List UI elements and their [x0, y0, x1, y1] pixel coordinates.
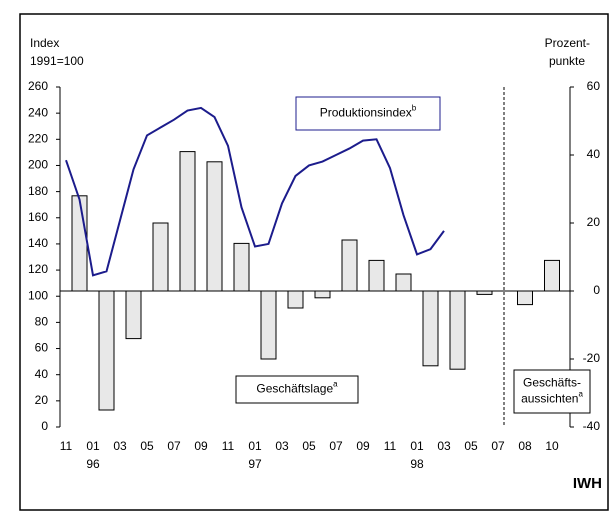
bar — [341, 239, 358, 292]
bar — [517, 290, 533, 306]
legend-footnote: a — [333, 380, 338, 389]
legend-label: Geschäftslagea — [256, 380, 338, 396]
y-title: 1991=100 — [30, 54, 84, 68]
source: IWH — [573, 475, 602, 492]
bar — [233, 242, 250, 292]
x-tick-label: 01 — [410, 439, 424, 453]
y-tick-label: 120 — [28, 262, 48, 276]
legend-box — [235, 375, 359, 404]
legend-footnote: b — [412, 104, 417, 113]
y2-tick-label: 40 — [587, 147, 601, 161]
y2-tick-label: 0 — [593, 283, 600, 297]
x-year-label: 97 — [248, 457, 262, 471]
legend-footnote: a — [578, 390, 583, 399]
y2-tick-label: 20 — [587, 215, 601, 229]
y-tick-label: 200 — [28, 158, 48, 172]
frame — [19, 13, 609, 511]
bar — [395, 273, 412, 292]
x-tick-label: 10 — [545, 439, 559, 453]
y-tick-label: 100 — [28, 288, 48, 302]
bar — [179, 151, 196, 292]
x-tick-label: 11 — [384, 439, 397, 453]
x-tick-label: 03 — [437, 439, 451, 453]
legend-text: Geschäftslage — [256, 382, 333, 396]
y2-tick-label: -40 — [583, 419, 601, 433]
y-title: Index — [30, 36, 59, 50]
legend-text: Produktionsindex — [320, 106, 412, 120]
bar — [544, 259, 560, 292]
y-tick-label: 160 — [28, 210, 48, 224]
line — [65, 106, 445, 277]
legend-box — [295, 96, 441, 131]
y2-title: Prozent- — [545, 36, 590, 50]
x-tick-label: 05 — [464, 439, 478, 453]
bar — [125, 290, 142, 340]
x-tick-label: 05 — [140, 439, 154, 453]
bar — [152, 222, 169, 292]
y-tick-label: 260 — [28, 79, 48, 93]
x-tick-label: 07 — [329, 439, 343, 453]
legend-label: Geschäfts- — [523, 376, 581, 390]
legend-label: Produktionsindexb — [320, 104, 417, 120]
y-tick-label: 80 — [35, 315, 49, 329]
legend-text: Geschäfts- — [523, 376, 581, 390]
y-tick-label: 240 — [28, 105, 48, 119]
bar — [368, 259, 385, 292]
x-year-label: 96 — [86, 457, 100, 471]
y2-title: punkte — [549, 54, 585, 68]
x-tick-label: 09 — [356, 439, 370, 453]
bar — [260, 290, 277, 360]
bar — [98, 290, 115, 411]
x-tick-label: 07 — [167, 439, 181, 453]
bar — [71, 195, 88, 292]
legend-box — [513, 369, 591, 414]
y2-tick-label: -20 — [583, 351, 601, 365]
bar — [422, 290, 439, 367]
legend-text: aussichten — [521, 392, 578, 406]
bar — [314, 290, 331, 299]
x-tick-label: 01 — [248, 439, 262, 453]
y-tick-label: 60 — [35, 341, 49, 355]
x-year-label: 98 — [410, 457, 424, 471]
bar — [476, 290, 493, 295]
y-tick-label: 140 — [28, 236, 48, 250]
legend-label: aussichtena — [521, 390, 583, 406]
y-tick-label: 180 — [28, 184, 48, 198]
y-tick-label: 0 — [41, 419, 48, 433]
y-tick-label: 220 — [28, 131, 48, 145]
y-tick-label: 20 — [35, 393, 49, 407]
x-tick-label: 05 — [302, 439, 316, 453]
x-tick-label: 07 — [491, 439, 505, 453]
x-tick-label: 09 — [194, 439, 208, 453]
x-tick-label: 03 — [113, 439, 127, 453]
x-tick-label: 11 — [222, 439, 235, 453]
bar — [206, 161, 223, 292]
y2-tick-label: 60 — [587, 79, 601, 93]
bar — [287, 290, 304, 309]
x-tick-label: 01 — [86, 439, 100, 453]
bar — [449, 290, 466, 370]
x-tick-label: 08 — [518, 439, 532, 453]
x-tick-label: 11 — [60, 439, 73, 453]
x-tick-label: 03 — [275, 439, 289, 453]
y-tick-label: 40 — [35, 367, 49, 381]
